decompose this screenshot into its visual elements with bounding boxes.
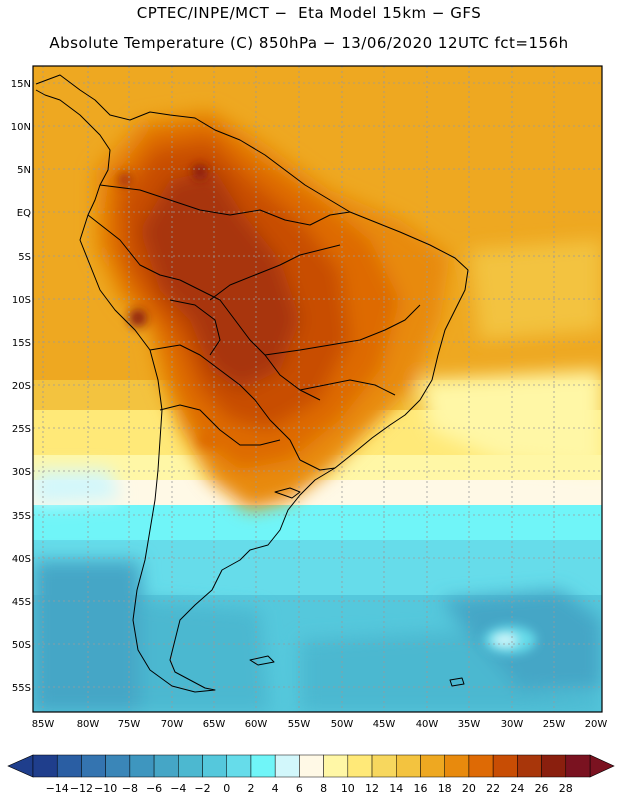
colorbar-label: −4 <box>170 782 186 795</box>
map-frame <box>32 65 603 713</box>
lon-label: 25W <box>543 719 566 730</box>
colorbar-label: −8 <box>122 782 138 795</box>
lon-label: 80W <box>77 719 100 730</box>
lat-label: 35S <box>12 511 31 522</box>
colorbar-swatch <box>323 754 349 778</box>
colorbar-label: 2 <box>247 782 254 795</box>
colorbar-label: −2 <box>194 782 210 795</box>
colorbar-label: 8 <box>320 782 327 795</box>
coastline <box>35 74 469 693</box>
lat-label: 25S <box>12 424 31 435</box>
colorbar-label: 14 <box>389 782 403 795</box>
colorbar-label: 10 <box>341 782 355 795</box>
colorbar-swatch <box>153 754 179 778</box>
colorbar-swatch <box>105 754 131 778</box>
colorbar-swatch <box>299 754 324 778</box>
colorbar-swatch <box>129 754 155 778</box>
colorbar-swatch <box>371 754 397 778</box>
colorbar-swatch <box>444 754 470 778</box>
colorbar-label: −6 <box>146 782 162 795</box>
colorbar-label: −12 <box>70 782 93 795</box>
colorbar-right-arrow <box>589 754 615 778</box>
title-line-1: CPTEC/INPE/MCT − Eta Model 15km − GFS <box>136 4 482 22</box>
lon-label: 45W <box>373 719 396 730</box>
temperature-field <box>33 66 602 712</box>
lon-label: 55W <box>288 719 311 730</box>
longitude-axis: 85W 80W 75W 70W 65W 60W 55W 50W 45W 40W … <box>32 719 608 730</box>
lon-label: 50W <box>331 719 354 730</box>
colorbar-swatch <box>202 754 227 778</box>
colorbar-label: 6 <box>296 782 303 795</box>
colorbar-label: 24 <box>510 782 524 795</box>
lat-label: 40S <box>12 554 31 565</box>
title-line-2: Absolute Temperature (C) 850hPa − 13/06/… <box>49 34 569 52</box>
lon-label: 75W <box>118 719 141 730</box>
colorbar-swatch <box>347 754 373 778</box>
colorbar-swatch <box>226 754 252 778</box>
colorbar-label: −10 <box>94 782 117 795</box>
colorbar-swatch <box>468 754 494 778</box>
lat-label: 50S <box>12 640 31 651</box>
lat-label: 30S <box>12 467 31 478</box>
colorbar-swatch <box>517 754 542 778</box>
colorbar-label: 22 <box>486 782 500 795</box>
lon-label: 35W <box>458 719 481 730</box>
colorbar-swatch <box>541 754 567 778</box>
colorbar-swatch <box>274 754 300 778</box>
colorbar-label: 28 <box>559 782 573 795</box>
colorbar-label: −14 <box>46 782 69 795</box>
lat-label: 55S <box>12 683 31 694</box>
colorbar-label: 0 <box>223 782 230 795</box>
lat-label: 5S <box>18 252 31 263</box>
lon-label: 20W <box>585 719 608 730</box>
colorbar-swatch <box>492 754 518 778</box>
lat-label: 5N <box>17 165 31 176</box>
colorbar-label: 20 <box>462 782 476 795</box>
colorbar-swatch <box>56 754 82 778</box>
colorbar: −14 −12 −10 −8 −6 −4 −2 0 2 4 6 8 10 12 14 16 18 20 22 24 26… <box>7 754 615 795</box>
lon-label: 65W <box>203 719 226 730</box>
lon-label: 70W <box>161 719 184 730</box>
lat-label: EQ <box>17 208 31 219</box>
lat-label: 10N <box>11 122 31 133</box>
colorbar-swatch <box>81 754 106 778</box>
lat-label: 10S <box>12 295 31 306</box>
lat-label: 20S <box>12 381 31 392</box>
colorbar-swatch <box>565 754 591 778</box>
colorbar-swatch <box>396 754 421 778</box>
colorbar-left-arrow <box>7 754 34 778</box>
latitude-axis: 15N 10N 5N EQ 5S 10S 15S 20S 25S 30S 35S… <box>11 79 31 694</box>
lat-label: 15N <box>11 79 31 90</box>
colorbar-swatch <box>32 754 58 778</box>
colorbar-label: 4 <box>272 782 279 795</box>
colorbar-swatch <box>178 754 203 778</box>
colorbar-label: 16 <box>413 782 427 795</box>
lon-label: 60W <box>245 719 268 730</box>
colorbar-label: 26 <box>535 782 549 795</box>
colorbar-swatch <box>250 754 276 778</box>
lat-label: 45S <box>12 597 31 608</box>
lon-label: 85W <box>32 719 55 730</box>
lon-label: 40W <box>416 719 439 730</box>
lat-label: 15S <box>12 338 31 349</box>
colorbar-swatch <box>420 754 445 778</box>
colorbar-label: 18 <box>438 782 452 795</box>
lon-label: 30W <box>501 719 524 730</box>
colorbar-label: 12 <box>365 782 379 795</box>
